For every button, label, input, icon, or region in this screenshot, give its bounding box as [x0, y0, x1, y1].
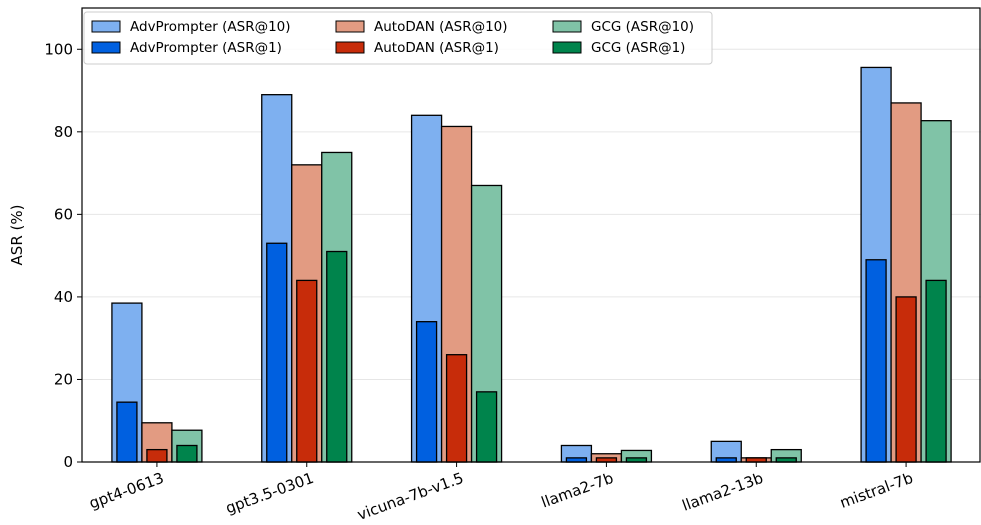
legend: AdvPrompter (ASR@10) AdvPrompter (ASR@1) A… [83, 11, 713, 65]
legend-label: AdvPrompter (ASR@10) [130, 19, 291, 35]
bar-gcg-asr-1--gpt3-5-0301 [326, 250, 348, 463]
bar-autodan-asr-1--llama2-7b [595, 457, 618, 463]
legend-label: AutoDAN (ASR@10) [374, 19, 508, 35]
bar-advprompter-asr-1--gpt4-0613 [116, 401, 138, 463]
legend-swatch [91, 41, 121, 54]
bar-gcg-asr-1--llama2-7b [625, 457, 648, 463]
x-tick-label: mistral-7b [837, 469, 915, 512]
y-tick-label: 80 [54, 123, 73, 141]
y-tick-label: 40 [54, 288, 73, 306]
legend-swatch [91, 20, 121, 33]
plot-frame [81, 7, 981, 463]
legend-label: GCG (ASR@1) [591, 40, 685, 56]
y-tick-label: 60 [54, 205, 73, 223]
legend-swatch [335, 20, 365, 33]
y-tick-label: 100 [44, 40, 73, 58]
bar-autodan-asr-1--mistral-7b [895, 296, 917, 463]
x-tick-label: vicuna-7b-v1.5 [355, 469, 466, 524]
x-tick-label: gpt3.5-0301 [223, 469, 316, 518]
bar-autodan-asr-1--gpt4-0613 [146, 448, 168, 463]
legend-label: AutoDAN (ASR@1) [374, 40, 499, 56]
bar-autodan-asr-1--vicuna-7b-v1-5 [445, 354, 468, 463]
bars [111, 66, 952, 463]
y-tick-label: 0 [63, 453, 73, 471]
bar-autodan-asr-1--llama2-13b [745, 457, 767, 463]
legend-swatch [335, 41, 365, 54]
grid-lines [82, 48, 981, 463]
y-axis-title: ASR (%) [8, 205, 26, 266]
legend-label: GCG (ASR@10) [591, 19, 694, 35]
x-tick-label: gpt4-0613 [87, 469, 167, 513]
bar-autodan-asr-1--gpt3-5-0301 [296, 279, 318, 463]
y-tick-label: 20 [54, 370, 73, 388]
x-tick-label: llama2-7b [539, 469, 616, 512]
bar-gcg-asr-1--mistral-7b [925, 279, 947, 463]
bar-advprompter-asr-1--llama2-13b [715, 457, 737, 463]
bar-advprompter-asr-1--vicuna-7b-v1-5 [415, 321, 438, 463]
legend-swatch [552, 41, 582, 54]
legend-label: AdvPrompter (ASR@1) [130, 40, 282, 56]
axes [77, 7, 981, 467]
bar-advprompter-asr-1--llama2-7b [565, 457, 588, 463]
bar-gcg-asr-1--llama2-13b [775, 457, 797, 463]
bar-advprompter-asr-1--mistral-7b [865, 259, 887, 463]
bar-advprompter-asr-1--gpt3-5-0301 [266, 242, 288, 463]
legend-swatch [552, 20, 582, 33]
x-tick-label: llama2-13b [680, 469, 766, 515]
bar-gcg-asr-1--gpt4-0613 [176, 444, 198, 463]
bar-gcg-asr-1--vicuna-7b-v1-5 [475, 391, 498, 463]
